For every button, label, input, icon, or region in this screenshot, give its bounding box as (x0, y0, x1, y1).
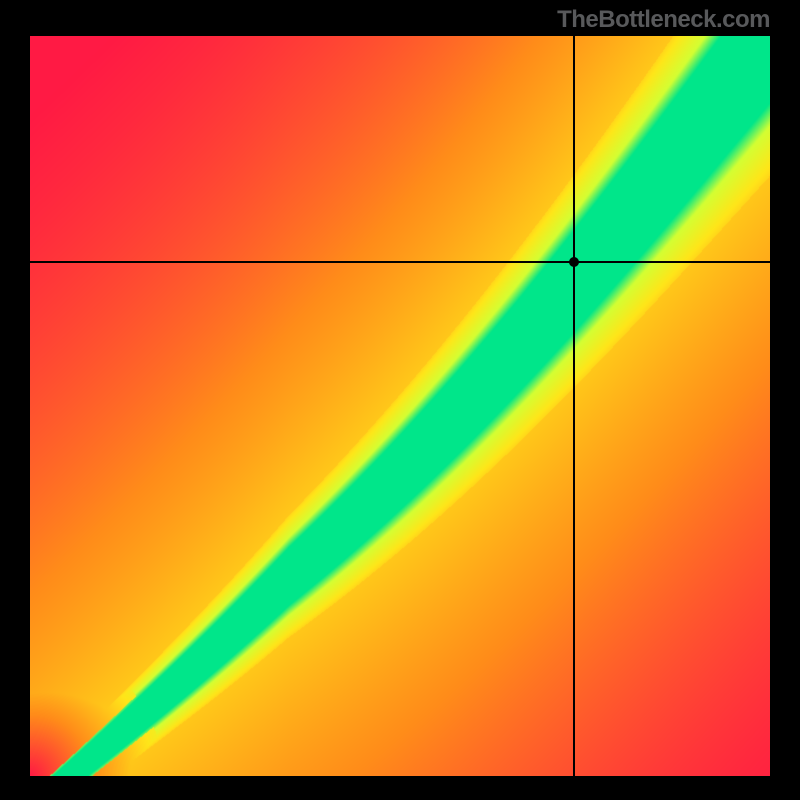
crosshair-marker (569, 257, 579, 267)
heatmap-canvas (30, 36, 770, 776)
watermark-text: TheBottleneck.com (557, 6, 770, 34)
crosshair-horizontal (30, 261, 770, 263)
chart-container: TheBottleneck.com (0, 0, 800, 800)
crosshair-vertical (573, 36, 575, 776)
plot-area (30, 36, 770, 776)
